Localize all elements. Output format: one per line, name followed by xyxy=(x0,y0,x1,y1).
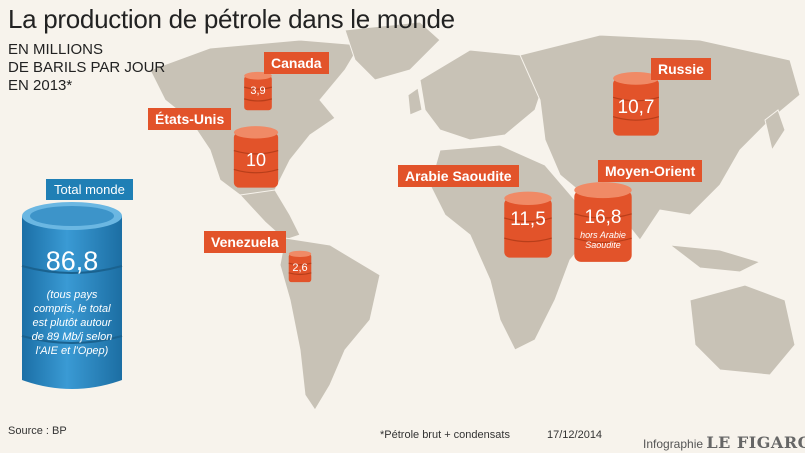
barrel-body-moyen-orient xyxy=(574,190,632,262)
value-venezuela: 2,6 xyxy=(292,262,308,274)
europe-landmass xyxy=(419,49,546,141)
barrel-hoop-venezuela xyxy=(288,272,312,276)
value-etats-unis: 10 xyxy=(245,150,267,170)
subtitle-line-3: EN 2013* xyxy=(8,77,73,94)
total-note: (tous pays compris, le total est plutôt … xyxy=(31,289,113,357)
indonesia-landmass xyxy=(668,244,762,273)
barrel-top-moyen-orient xyxy=(574,182,632,199)
barrel-hoop-russie xyxy=(612,116,660,121)
barrel-body-arabie-saoudite xyxy=(504,198,552,258)
total-value: 86,8 xyxy=(45,246,99,276)
barrel-russie xyxy=(612,71,660,136)
barrel-body-venezuela xyxy=(288,253,312,283)
note-moyen-orient: hors Arabie Saoudite xyxy=(580,230,626,250)
barrel-body-etats-unis xyxy=(233,132,279,188)
label-moyen-orient: Moyen-Orient xyxy=(598,160,703,182)
value-moyen-orient: 16,8 xyxy=(584,207,622,228)
credit-brand: Infographie LE FIGARO xyxy=(643,433,805,452)
barrel-moyen-orient xyxy=(574,182,632,262)
brand-logo: LE FIGARO xyxy=(706,433,805,452)
label-russie: Russie xyxy=(651,58,711,80)
label-arabie-saoudite: Arabie Saoudite xyxy=(398,165,519,187)
north-america-landmass xyxy=(149,39,361,201)
total-barrel xyxy=(21,202,123,389)
barrel-arabie-saoudite xyxy=(504,191,552,258)
central-america-landmass xyxy=(238,189,301,241)
barrel-venezuela xyxy=(288,250,312,283)
barrel-hoop-canada xyxy=(244,98,272,102)
footnote-text: *Pétrole brut + condensats xyxy=(380,429,510,441)
barrel-hoop-canada xyxy=(244,86,272,90)
barrel-hoop-arabie-saoudite xyxy=(504,237,552,243)
subtitle-line-2: DE BARILS PAR JOUR xyxy=(8,59,166,76)
uk-landmass xyxy=(407,87,423,116)
date-text: 17/12/2014 xyxy=(547,429,603,441)
label-etats-unis: États-Unis xyxy=(148,108,232,130)
barrel-top-etats-unis xyxy=(233,126,279,139)
barrel-hoop-venezuela xyxy=(288,262,312,266)
barrel-etats-unis xyxy=(233,126,279,188)
barrel-top-russie xyxy=(613,71,659,85)
page-title: La production de pétrole dans le monde xyxy=(8,4,455,34)
greenland-landmass xyxy=(344,21,441,81)
barrel-hoop-moyen-orient xyxy=(574,213,632,219)
barrel-top-arabie-saoudite xyxy=(504,191,552,205)
australia-landmass xyxy=(689,284,796,376)
barrel-hoop-moyen-orient xyxy=(574,237,632,244)
barrel-hoop-arabie-saoudite xyxy=(504,217,552,223)
source-text: Source : BP xyxy=(8,425,67,437)
barrel-top-venezuela xyxy=(288,250,312,258)
barrel-body-canada xyxy=(244,75,272,111)
credit-text: Infographie xyxy=(643,437,704,451)
barrel-body-russie xyxy=(613,78,659,136)
subtitle-line-1: EN MILLIONS xyxy=(8,41,104,58)
barrel-canada xyxy=(244,71,272,111)
barrel-hoop-etats-unis xyxy=(233,168,279,174)
label-venezuela: Venezuela xyxy=(204,231,286,253)
total-monde-label: Total monde xyxy=(46,179,133,200)
label-canada: Canada xyxy=(264,52,329,74)
japan-landmass xyxy=(764,109,786,152)
value-arabie-saoudite: 11,5 xyxy=(510,209,546,230)
value-canada: 3,9 xyxy=(250,85,266,97)
barrel-hoop-russie xyxy=(612,96,660,102)
value-russie: 10,7 xyxy=(617,97,655,118)
barrel-hoop-etats-unis xyxy=(233,150,279,155)
